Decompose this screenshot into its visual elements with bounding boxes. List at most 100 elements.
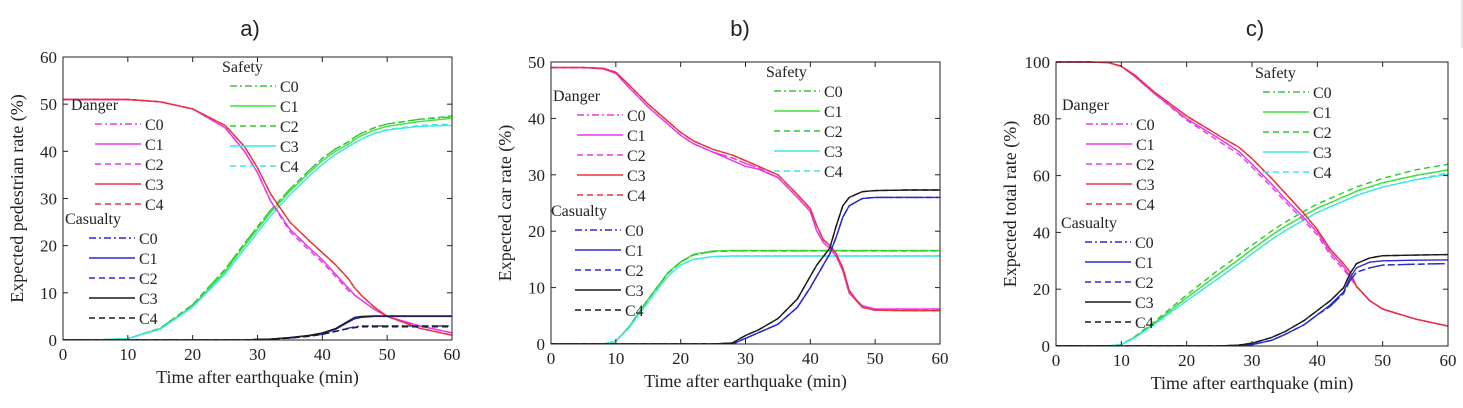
y-axis-label: Expected total rate (%) bbox=[1000, 121, 1021, 287]
y-tick-label: 100 bbox=[1025, 53, 1051, 72]
series-line bbox=[551, 189, 940, 344]
legend-title: Danger bbox=[1062, 97, 1110, 114]
x-tick-label: 60 bbox=[932, 349, 949, 368]
y-tick-label: 80 bbox=[1033, 110, 1050, 129]
legend-casualty: Casualty C0 C1 C2 C3 C4 bbox=[551, 203, 644, 320]
y-axis-label: Expected car rate (%) bbox=[495, 125, 516, 281]
y-tick-label: 30 bbox=[40, 190, 57, 209]
legend-danger: Danger C0 C1 C2 C3 C4 bbox=[1062, 97, 1155, 214]
y-tick-label: 0 bbox=[1042, 337, 1051, 356]
panel-label: c) bbox=[1246, 16, 1264, 41]
legend-entry-label: C1 bbox=[1136, 137, 1155, 154]
legend-title: Safety bbox=[222, 59, 263, 76]
legend-entry-label: C3 bbox=[627, 168, 646, 185]
series-line bbox=[551, 249, 940, 344]
legend-entry-label: C1 bbox=[1135, 255, 1154, 272]
legend-entry-label: C3 bbox=[1136, 177, 1155, 194]
legend-entry-label: C4 bbox=[1136, 197, 1155, 214]
x-tick-label: 0 bbox=[59, 345, 68, 364]
x-axis-label: Time after earthquake (min) bbox=[644, 371, 847, 392]
legend-safety: Safety C0 C1 C2 C3 C4 bbox=[222, 59, 299, 176]
y-tick-label: 0 bbox=[49, 331, 58, 350]
y-tick-label: 20 bbox=[528, 222, 545, 241]
x-tick-label: 20 bbox=[184, 345, 201, 364]
series-lines bbox=[63, 98, 452, 340]
legend-entry-label: C3 bbox=[145, 177, 164, 194]
series-line bbox=[1056, 253, 1448, 346]
series-line bbox=[1056, 259, 1448, 346]
series-line bbox=[1056, 61, 1448, 327]
panel-label: a) bbox=[240, 16, 260, 41]
legend-entry-label: C2 bbox=[139, 271, 158, 288]
series-line bbox=[551, 196, 940, 344]
series-line bbox=[1056, 253, 1448, 346]
plot-frame bbox=[550, 61, 941, 345]
legend-entry-label: C2 bbox=[824, 124, 843, 141]
legend-safety: Safety C0 C1 C2 C3 C4 bbox=[766, 64, 843, 181]
series-line bbox=[1056, 262, 1448, 346]
legend-danger: Danger C0 C1 C2 C3 C4 bbox=[553, 88, 646, 205]
legend-title: Casualty bbox=[551, 203, 607, 220]
series-lines bbox=[551, 66, 940, 344]
legend-entry-label: C2 bbox=[280, 119, 299, 136]
legend-entry-label: C0 bbox=[824, 84, 843, 101]
legend-entry-label: C2 bbox=[1135, 275, 1154, 292]
y-tick-label: 30 bbox=[528, 166, 545, 185]
chart-panel-2: b) 0 10 20 30 40 50 60 0 10 20 30 40 50 Time after ear… bbox=[495, 16, 949, 392]
legend-entry-label: C1 bbox=[139, 251, 158, 268]
series-line bbox=[1056, 61, 1448, 327]
x-tick-label: 50 bbox=[867, 349, 884, 368]
y-axis-label: Expected pedestrian rate (%) bbox=[7, 94, 28, 302]
y-tick-label: 60 bbox=[40, 48, 57, 67]
legend-entry-label: C0 bbox=[145, 117, 164, 134]
series-line bbox=[63, 123, 452, 340]
legend-entry-label: C1 bbox=[1313, 105, 1332, 122]
legend-entry-label: C2 bbox=[145, 157, 164, 174]
legend-entry-label: C4 bbox=[1135, 315, 1154, 332]
legend-safety: Safety C0 C1 C2 C3 C4 bbox=[1255, 65, 1332, 182]
x-tick-label: 50 bbox=[379, 345, 396, 364]
x-tick-label: 20 bbox=[1178, 351, 1195, 370]
y-tick-label: 10 bbox=[528, 279, 545, 298]
x-tick-label: 10 bbox=[1113, 351, 1130, 370]
legend-title: Danger bbox=[553, 88, 601, 105]
series-line bbox=[1056, 262, 1448, 346]
legend-title: Casualty bbox=[65, 211, 121, 228]
legend-entry-label: C3 bbox=[625, 283, 644, 300]
series-line bbox=[551, 196, 940, 344]
legend-title: Safety bbox=[766, 64, 807, 81]
legend-entry-label: C4 bbox=[145, 197, 164, 214]
legend-entry-label: C1 bbox=[145, 137, 164, 154]
legend-entry-label: C0 bbox=[1135, 235, 1154, 252]
legend-entry-label: C0 bbox=[280, 79, 299, 96]
series-line bbox=[551, 250, 940, 344]
x-tick-label: 40 bbox=[802, 349, 819, 368]
legend-entry-label: C4 bbox=[625, 303, 644, 320]
legend-casualty: Casualty C0 C1 C2 C3 C4 bbox=[65, 211, 158, 328]
y-tick-label: 20 bbox=[40, 237, 57, 256]
series-line bbox=[63, 115, 452, 340]
legend-entry-label: C3 bbox=[280, 139, 299, 156]
legend-casualty: Casualty C0 C1 C2 C3 C4 bbox=[1061, 215, 1154, 332]
series-line bbox=[63, 117, 452, 340]
series-line bbox=[63, 315, 452, 340]
series-line bbox=[551, 189, 940, 344]
legend-entry-label: C1 bbox=[280, 99, 299, 116]
series-line bbox=[551, 66, 940, 312]
series-line bbox=[63, 124, 452, 340]
legend-entry-label: C2 bbox=[627, 148, 646, 165]
legend-entry-label: C4 bbox=[139, 311, 158, 328]
x-tick-label: 30 bbox=[1244, 351, 1261, 370]
legend-entry-label: C3 bbox=[824, 144, 843, 161]
x-tick-label: 40 bbox=[1309, 351, 1326, 370]
legend-danger: Danger C0 C1 C2 C3 C4 bbox=[71, 97, 164, 214]
y-tick-label: 20 bbox=[1033, 280, 1050, 299]
series-line bbox=[551, 66, 940, 311]
legend-title: Safety bbox=[1255, 65, 1296, 82]
x-axis-label: Time after earthquake (min) bbox=[1151, 373, 1354, 394]
x-axis-label: Time after earthquake (min) bbox=[156, 367, 359, 388]
series-line bbox=[1056, 61, 1448, 327]
series-line bbox=[551, 250, 940, 344]
legend-entry-label: C4 bbox=[627, 188, 646, 205]
